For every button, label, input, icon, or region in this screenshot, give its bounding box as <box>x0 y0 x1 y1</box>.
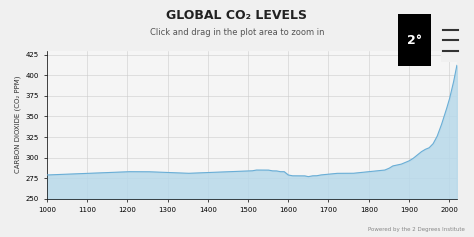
Text: Powered by the 2 Degrees Institute: Powered by the 2 Degrees Institute <box>368 227 465 232</box>
Y-axis label: CARBON DIOXIDE (CO₂ PPM): CARBON DIOXIDE (CO₂ PPM) <box>15 76 21 173</box>
Text: 2°: 2° <box>407 34 422 47</box>
Text: Click and drag in the plot area to zoom in: Click and drag in the plot area to zoom … <box>150 28 324 37</box>
Text: GLOBAL CO₂ LEVELS: GLOBAL CO₂ LEVELS <box>166 9 308 23</box>
